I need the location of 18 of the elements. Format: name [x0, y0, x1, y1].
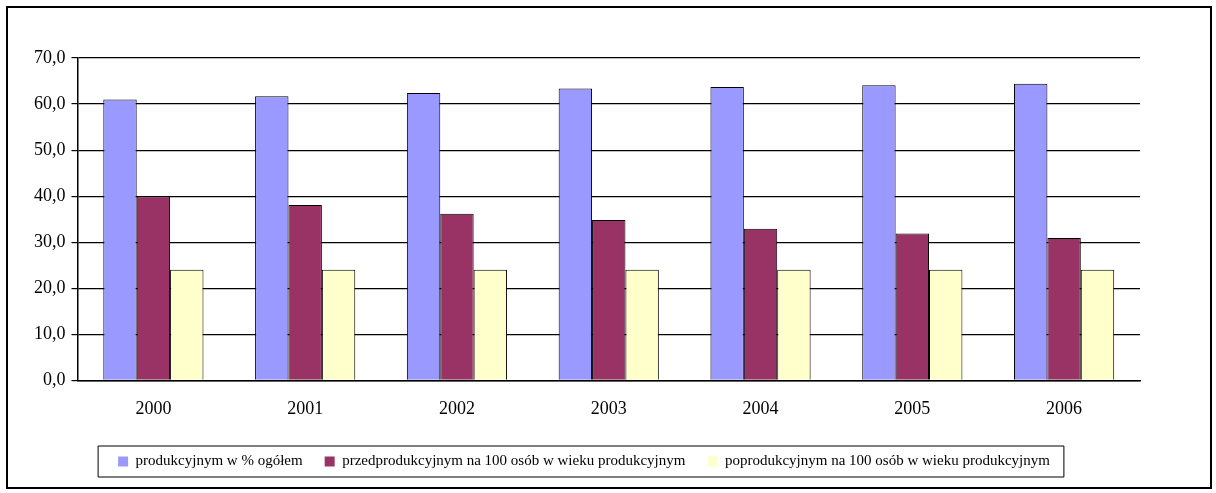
legend-label: produkcyjnym w % ogółem — [135, 452, 303, 469]
y-tick-label: 10,0 — [34, 323, 66, 344]
y-tick-label: 20,0 — [34, 277, 66, 298]
y-tick-label: 60,0 — [34, 92, 66, 113]
x-tick-label: 2002 — [438, 397, 475, 418]
x-tick-label: 2003 — [590, 397, 627, 418]
legend-label: poprodukcyjnym na 100 osób w wieku produkcyjnym — [724, 452, 1051, 469]
y-tick-label: 50,0 — [34, 138, 66, 159]
legend-label: przedprodukcyjnym na 100 osób w wieku produkcyjnym — [342, 452, 686, 469]
x-tick-label: 2000 — [135, 397, 172, 418]
y-tick-label: 70,0 — [34, 46, 66, 67]
x-tick-label: 2005 — [894, 397, 931, 418]
y-tick-label: 30,0 — [34, 230, 66, 251]
x-tick-label: 2006 — [1046, 397, 1083, 418]
y-tick-label: 40,0 — [34, 184, 66, 205]
x-tick-label: 2004 — [742, 397, 779, 418]
x-tick-label: 2001 — [287, 397, 324, 418]
y-tick-label: 0,0 — [43, 369, 66, 390]
